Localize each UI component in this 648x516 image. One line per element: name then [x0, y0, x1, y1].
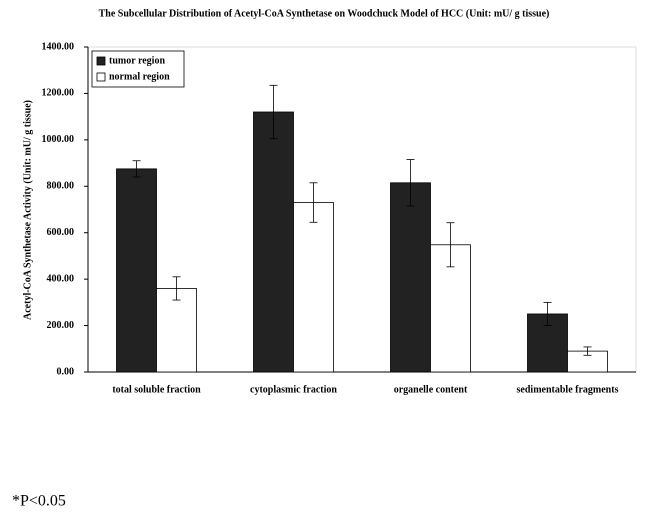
y-tick-label: 800.00: [47, 181, 75, 192]
legend-label: tumor region: [109, 55, 165, 66]
error-bar: [583, 346, 592, 356]
y-tick-label: 0.00: [57, 366, 75, 377]
bar: [253, 111, 294, 373]
legend-swatch: [96, 56, 106, 66]
error-bar: [309, 182, 318, 223]
y-tick-label: 1000.00: [42, 134, 75, 145]
y-tick-label: 1200.00: [42, 88, 75, 99]
error-bar: [172, 276, 181, 301]
legend-label: normal region: [109, 71, 170, 82]
x-tick-label: total soluble fraction: [112, 384, 201, 395]
bar: [390, 182, 431, 373]
y-tick-label: 600.00: [47, 227, 75, 238]
error-bar: [406, 159, 415, 207]
legend-box: [91, 50, 185, 88]
x-tick-label: sedimentable fragments: [517, 384, 619, 395]
x-tick-label: organelle content: [394, 384, 468, 395]
y-tick-label: 200.00: [47, 320, 75, 331]
error-bar: [543, 301, 552, 326]
chart-title: The Subcellular Distribution of Acetyl-C…: [99, 8, 550, 19]
legend-swatch: [96, 72, 106, 82]
y-axis-label: Acetyl-CoA Synthetase Activity (Unit: mU…: [22, 100, 33, 320]
error-bar: [132, 160, 141, 178]
y-tick-label: 400.00: [47, 273, 75, 284]
footnote: *P<0.05: [12, 493, 66, 510]
bar: [156, 288, 197, 373]
y-tick-label: 1400.00: [42, 41, 75, 52]
error-bar: [446, 222, 455, 268]
bar: [293, 202, 334, 373]
bar: [116, 168, 157, 373]
error-bar: [269, 84, 278, 140]
x-tick-label: cytoplasmic fraction: [250, 384, 337, 395]
